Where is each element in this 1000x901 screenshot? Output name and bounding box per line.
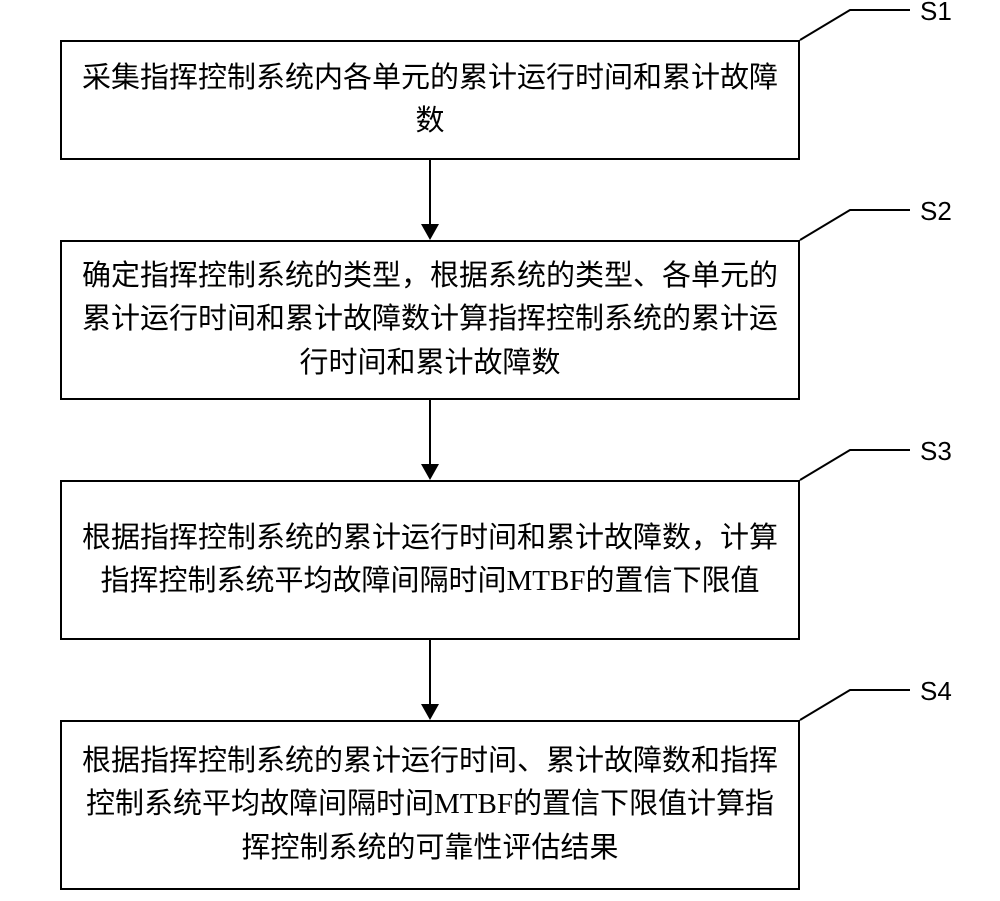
arrow-line-s1-to-s2 — [429, 160, 431, 224]
step-box-s4: 根据指挥控制系统的累计运行时间、累计故障数和指挥控制系统平均故障间隔时间MTBF… — [60, 720, 800, 890]
arrow-head-s1-to-s2 — [421, 224, 439, 240]
step-text: 根据指挥控制系统的累计运行时间和累计故障数，计算指挥控制系统平均故障间隔时间MT… — [80, 517, 780, 604]
step-box-s3: 根据指挥控制系统的累计运行时间和累计故障数，计算指挥控制系统平均故障间隔时间MT… — [60, 480, 800, 640]
arrow-line-s3-to-s4 — [429, 640, 431, 704]
step-label-s1: S1 — [920, 0, 952, 27]
step-box-s1: 采集指挥控制系统内各单元的累计运行时间和累计故障数 — [60, 40, 800, 160]
arrow-line-s2-to-s3 — [429, 400, 431, 464]
flowchart-canvas: 采集指挥控制系统内各单元的累计运行时间和累计故障数 S1 确定指挥控制系统的类型，根… — [0, 0, 1000, 901]
step-text: 确定指挥控制系统的类型，根据系统的类型、各单元的累计运行时间和累计故障数计算指挥… — [80, 255, 780, 386]
arrow-head-s3-to-s4 — [421, 704, 439, 720]
step-label-s3: S3 — [920, 436, 952, 467]
step-text: 根据指挥控制系统的累计运行时间、累计故障数和指挥控制系统平均故障间隔时间MTBF… — [80, 740, 780, 871]
step-label-s2: S2 — [920, 196, 952, 227]
step-box-s2: 确定指挥控制系统的类型，根据系统的类型、各单元的累计运行时间和累计故障数计算指挥… — [60, 240, 800, 400]
arrow-head-s2-to-s3 — [421, 464, 439, 480]
step-label-s4: S4 — [920, 676, 952, 707]
step-text: 采集指挥控制系统内各单元的累计运行时间和累计故障数 — [80, 57, 780, 144]
